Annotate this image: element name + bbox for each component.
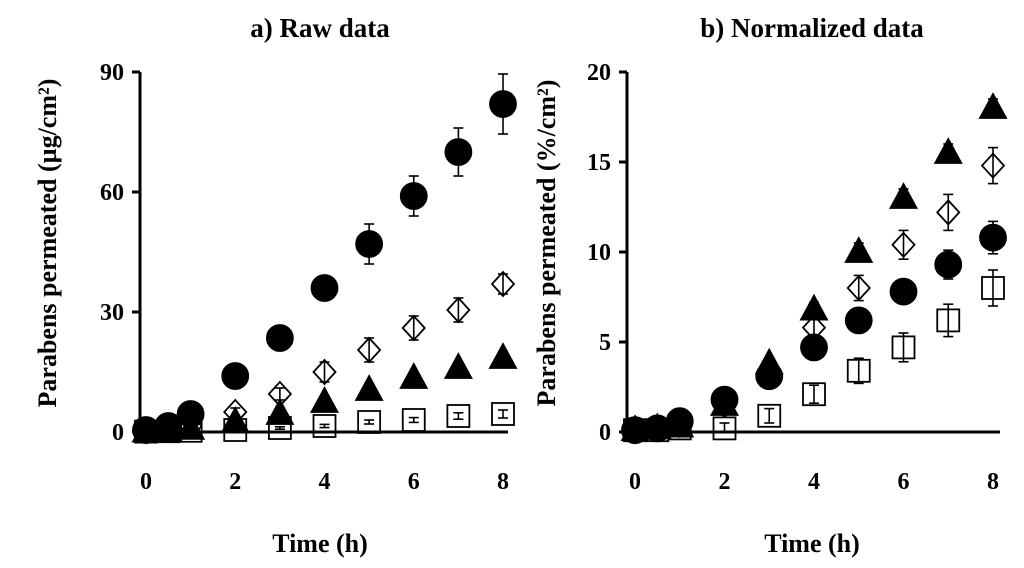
data-point-triangle [933, 137, 963, 164]
data-point-circle [310, 274, 339, 302]
data-point-diamond [312, 358, 337, 386]
chart-title: a) Raw data [250, 13, 390, 43]
data-point-triangle [354, 374, 384, 401]
data-point-diamond [936, 199, 961, 226]
data-point-square [846, 358, 871, 383]
y-tick-label: 10 [587, 240, 611, 266]
y-tick-label: 0 [599, 420, 611, 446]
tick-labels: 0 30 60 90 0 2 4 6 8 [100, 60, 509, 495]
y-axis-label: Parabens permeated (µg/cm²) [33, 79, 62, 408]
y-tick-label: 60 [100, 180, 124, 206]
data-point-square [891, 335, 916, 360]
data-point-diamond [846, 274, 871, 302]
series-open-square [623, 269, 1005, 443]
series-filled-circle [132, 73, 517, 444]
data-point-circle [934, 250, 963, 279]
data-marks [620, 92, 1008, 445]
x-tick-label: 6 [898, 469, 910, 495]
data-point-triangle [265, 398, 295, 425]
data-point-circle [979, 223, 1007, 252]
data-point-square [223, 418, 248, 442]
x-tick-label: 4 [319, 469, 331, 495]
x-axis-label: Time (h) [764, 529, 860, 558]
x-tick-label: 8 [497, 469, 509, 495]
data-point-circle [889, 277, 918, 306]
data-point-square [802, 382, 826, 407]
data-point-triangle [153, 414, 183, 442]
data-point-diamond [401, 314, 426, 342]
data-point-triangle [888, 182, 919, 209]
data-point-diamond [891, 231, 916, 259]
data-point-square [981, 276, 1005, 300]
x-tick-label: 4 [808, 469, 820, 495]
y-tick-label: 90 [100, 60, 124, 86]
x-tick-label: 8 [987, 469, 999, 495]
y-tick-label: 30 [100, 300, 124, 326]
data-point-triangle [844, 236, 874, 263]
data-point-diamond [490, 270, 516, 298]
data-point-diamond [356, 336, 382, 364]
data-point-circle [800, 333, 828, 362]
series-open-square [134, 402, 515, 444]
data-point-square [491, 402, 515, 426]
data-point-circle [489, 90, 517, 118]
data-point-square [178, 418, 203, 443]
data-point-circle [755, 362, 784, 391]
y-tick-label: 5 [599, 330, 611, 356]
data-point-square [936, 308, 961, 333]
data-point-triangle [131, 415, 161, 443]
panel-normalized-data: b) Normalized data Parabens permeated (%… [532, 13, 1008, 558]
data-point-circle [665, 407, 694, 436]
data-point-diamond [980, 152, 1006, 179]
chart-title: b) Normalized data [700, 13, 924, 43]
data-point-triangle [443, 352, 473, 379]
data-point-triangle [399, 362, 429, 389]
data-point-circle [844, 306, 873, 335]
y-tick-label: 15 [587, 150, 611, 176]
data-point-square [357, 410, 382, 434]
data-point-circle [265, 324, 294, 352]
y-tick-label: 20 [587, 60, 611, 86]
x-tick-label: 0 [140, 469, 152, 495]
data-point-triangle [220, 406, 250, 433]
data-marks [131, 73, 518, 445]
data-point-triangle [488, 342, 518, 369]
tick-labels: 0 5 10 15 20 0 2 4 6 8 [587, 60, 999, 495]
panel-raw-data: a) Raw data Parabens permeated (µg/cm²) … [33, 13, 518, 558]
x-tick-label: 2 [229, 469, 241, 495]
data-point-square [267, 416, 292, 440]
data-point-triangle [978, 92, 1008, 119]
data-point-square [667, 416, 692, 441]
data-point-square [757, 403, 782, 428]
data-point-diamond [446, 296, 471, 324]
x-tick-label: 6 [408, 469, 420, 495]
series-filled-circle [621, 220, 1007, 445]
x-axis-label: Time (h) [272, 529, 368, 558]
data-point-circle [399, 182, 428, 210]
data-point-triangle [176, 412, 206, 440]
data-point-circle [355, 230, 384, 258]
y-axis-label: Parabens permeated (%/cm²) [532, 80, 561, 407]
data-point-square [312, 414, 337, 438]
x-tick-label: 0 [629, 469, 641, 495]
x-tick-label: 2 [719, 469, 731, 495]
data-point-square [446, 404, 471, 428]
data-point-square [401, 408, 426, 432]
y-tick-label: 0 [112, 420, 124, 446]
data-point-square [712, 416, 737, 441]
data-point-circle [444, 138, 473, 166]
data-point-triangle [309, 386, 340, 413]
data-point-circle [221, 362, 250, 390]
data-point-circle [710, 385, 739, 414]
